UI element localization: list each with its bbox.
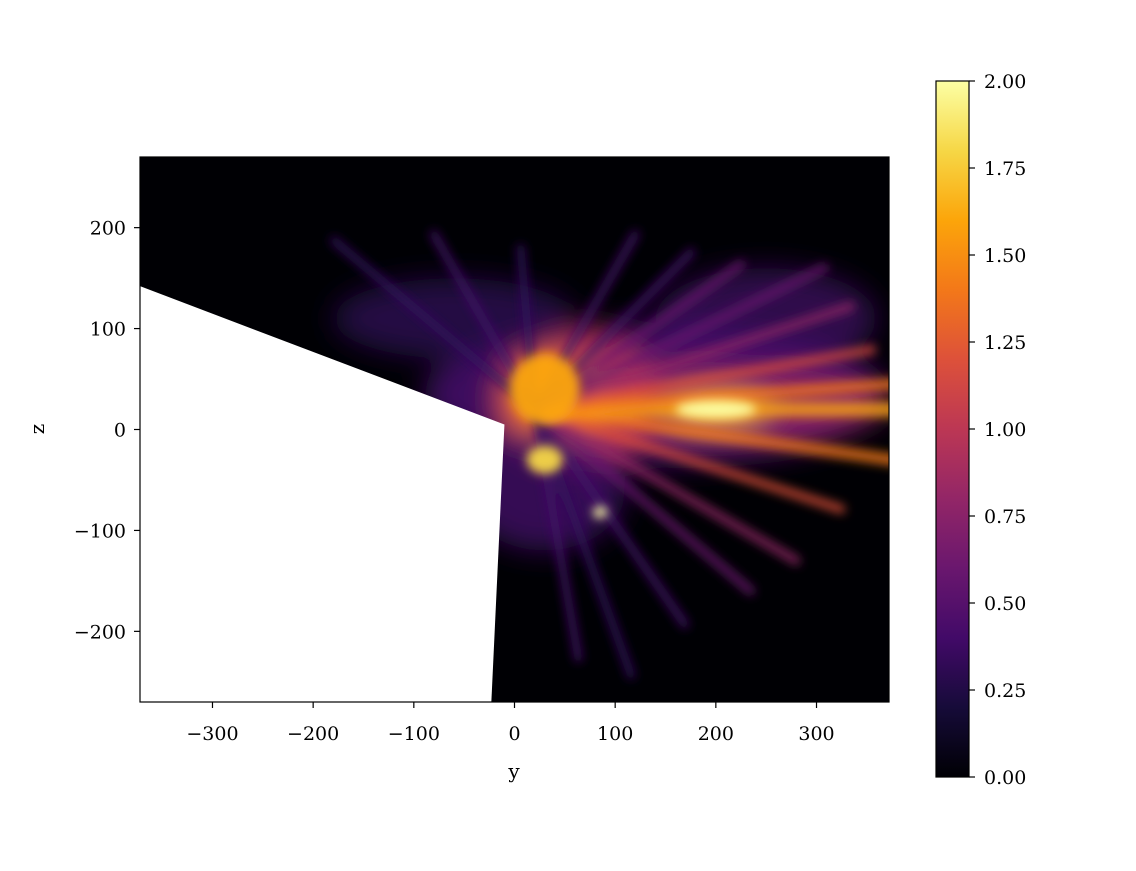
emission-ray <box>528 403 889 466</box>
emission-blob <box>333 278 575 359</box>
x-tick-label: −300 <box>186 723 238 745</box>
emission-ray <box>329 236 540 414</box>
emission-ray <box>530 263 829 414</box>
colorbar-tick-label: 2.00 <box>984 71 1026 93</box>
y-tick-label: 0 <box>114 420 126 442</box>
x-tick-label: −100 <box>388 723 440 745</box>
emission-ray <box>530 404 846 514</box>
emission-ray <box>530 404 756 596</box>
emission-hotspots <box>509 353 757 519</box>
masked-region <box>140 286 505 702</box>
y-tick-label: 100 <box>90 319 126 341</box>
colorbar-tick-label: 1.00 <box>984 419 1026 441</box>
emission-feature-jet <box>675 400 757 419</box>
emission-ray <box>530 404 690 629</box>
y-axis-ticks: 200 100 0 −100 −200 <box>74 218 140 643</box>
colorbar-tick-label: 1.75 <box>984 158 1026 180</box>
emission-feature-bright-spot <box>593 506 608 519</box>
colorbar-tick-label: 0.75 <box>984 506 1026 528</box>
heatmap-image <box>140 157 889 702</box>
emission-rays <box>329 230 889 680</box>
emission-ray <box>530 301 856 414</box>
colorbar-tick-label: 1.25 <box>984 332 1026 354</box>
x-axis-ticks: −300 −200 −100 0 100 200 300 <box>186 702 835 745</box>
x-axis-label: y <box>507 759 520 783</box>
colorbar-tick-label: 0.50 <box>984 593 1026 615</box>
colorbar-tick-label: 0.25 <box>984 680 1026 702</box>
y-axis-label: z <box>25 424 49 435</box>
colorbar-ticks: 0.00 0.25 0.50 0.75 1.00 1.25 1.50 1.75 2.00 <box>969 71 1026 789</box>
x-tick-label: 100 <box>597 723 633 745</box>
emission-feature-lower-lobe <box>526 445 563 474</box>
colorbar-gradient <box>936 81 969 777</box>
y-tick-label: −100 <box>74 520 126 542</box>
x-tick-label: 300 <box>798 723 834 745</box>
x-tick-label: 200 <box>698 723 734 745</box>
x-tick-label: 0 <box>508 723 520 745</box>
emission-ray <box>528 378 889 416</box>
y-tick-label: −200 <box>74 621 126 643</box>
x-tick-label: −200 <box>287 723 339 745</box>
colorbar-tick-label: 0.00 <box>984 767 1026 789</box>
emission-feature-core <box>509 353 580 425</box>
y-tick-label: 200 <box>90 218 126 240</box>
emission-blob <box>655 268 877 369</box>
colorbar-tick-label: 1.50 <box>984 245 1026 267</box>
emission-ray <box>530 404 801 566</box>
emission-ray <box>530 345 877 414</box>
